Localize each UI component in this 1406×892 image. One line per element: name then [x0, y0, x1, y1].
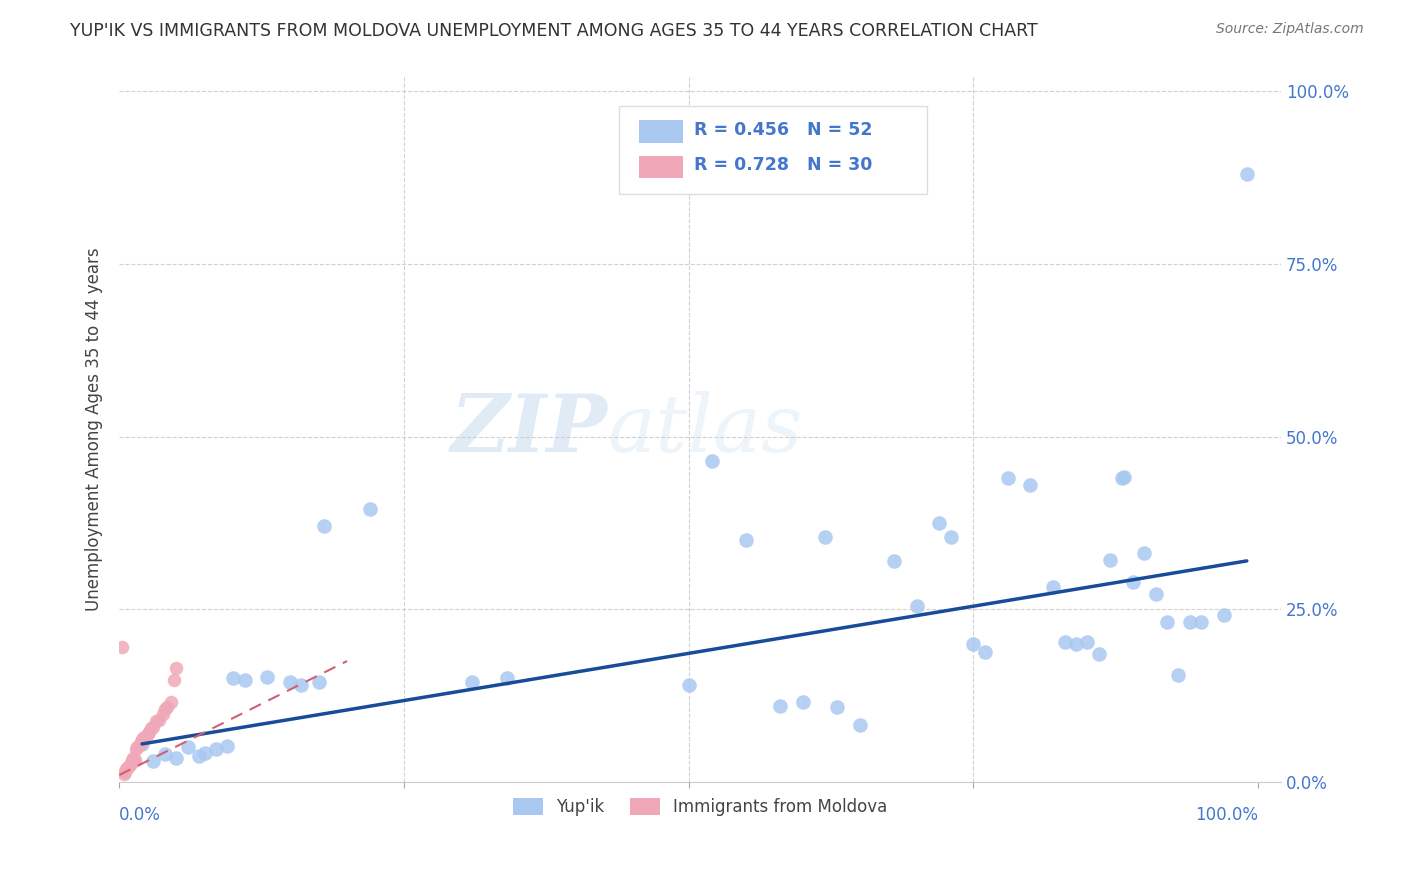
FancyBboxPatch shape [619, 105, 927, 194]
Point [120, 756, 142, 770]
Point [1053, 635, 1076, 649]
Point [769, 698, 792, 713]
Point [973, 645, 995, 659]
Point [222, 671, 245, 685]
Point [700, 454, 723, 468]
Point [153, 702, 176, 716]
Point [1236, 167, 1258, 181]
Point [142, 754, 165, 768]
Point [1167, 668, 1189, 682]
Point [939, 530, 962, 544]
Text: YUP'IK VS IMMIGRANTS FROM MOLDOVA UNEMPLOYMENT AMONG AGES 35 TO 44 YEARS CORRELA: YUP'IK VS IMMIGRANTS FROM MOLDOVA UNEMPL… [70, 22, 1038, 40]
Point [734, 533, 756, 548]
Point [142, 720, 165, 734]
Point [122, 754, 145, 768]
Point [141, 721, 163, 735]
Point [124, 753, 146, 767]
Point [176, 740, 198, 755]
Point [131, 732, 153, 747]
Point [1064, 637, 1087, 651]
Point [233, 673, 256, 687]
Point [825, 700, 848, 714]
Point [308, 674, 330, 689]
Point [1133, 546, 1156, 560]
Point [163, 673, 186, 687]
Point [127, 740, 149, 755]
Point [278, 674, 301, 689]
Point [1178, 615, 1201, 629]
Point [290, 678, 312, 692]
Point [1099, 552, 1122, 566]
Point [1156, 615, 1178, 629]
Point [814, 530, 837, 544]
Point [110, 640, 132, 655]
Point [188, 748, 211, 763]
Text: atlas: atlas [607, 391, 803, 468]
Point [128, 737, 150, 751]
Point [122, 750, 145, 764]
Point [121, 753, 143, 767]
Point [1112, 469, 1135, 483]
Point [118, 757, 141, 772]
Point [678, 678, 700, 692]
Point [1019, 478, 1042, 492]
Point [1213, 607, 1236, 622]
Point [134, 730, 156, 744]
Point [928, 516, 950, 530]
Point [848, 718, 870, 732]
Point [136, 726, 159, 740]
Point [125, 741, 148, 756]
FancyBboxPatch shape [638, 155, 683, 178]
Point [359, 502, 381, 516]
Point [1042, 580, 1064, 594]
Point [205, 741, 228, 756]
Point [153, 747, 176, 762]
Text: R = 0.456   N = 52: R = 0.456 N = 52 [695, 121, 873, 139]
Point [1189, 615, 1212, 629]
Point [138, 725, 160, 739]
Point [156, 700, 179, 714]
Point [962, 637, 984, 651]
Text: 100.0%: 100.0% [1195, 806, 1258, 824]
Point [256, 670, 278, 684]
Point [883, 554, 905, 568]
Point [1122, 574, 1144, 589]
Point [145, 714, 167, 728]
Point [131, 737, 153, 751]
Point [792, 696, 814, 710]
Point [115, 763, 138, 777]
Point [1144, 587, 1167, 601]
Point [905, 599, 928, 613]
Point [117, 761, 139, 775]
Legend: Yup'ik, Immigrants from Moldova: Yup'ik, Immigrants from Moldova [506, 791, 894, 823]
Point [495, 671, 517, 685]
Point [194, 746, 217, 760]
Point [217, 739, 239, 753]
Text: Source: ZipAtlas.com: Source: ZipAtlas.com [1216, 22, 1364, 37]
Point [461, 674, 484, 689]
Point [997, 471, 1019, 485]
Point [314, 519, 336, 533]
Point [112, 766, 135, 780]
Point [1111, 471, 1133, 485]
Point [148, 713, 170, 727]
Point [165, 750, 187, 764]
Point [114, 765, 136, 780]
Point [152, 707, 174, 722]
Point [159, 696, 181, 710]
Point [117, 760, 139, 774]
FancyBboxPatch shape [638, 120, 683, 143]
Point [165, 661, 187, 675]
Text: ZIP: ZIP [450, 391, 607, 468]
Point [129, 735, 152, 749]
Text: 0.0%: 0.0% [120, 806, 162, 824]
Text: R = 0.728   N = 30: R = 0.728 N = 30 [695, 156, 873, 175]
Y-axis label: Unemployment Among Ages 35 to 44 years: Unemployment Among Ages 35 to 44 years [86, 248, 103, 612]
Point [1087, 647, 1109, 661]
Point [1076, 635, 1098, 649]
